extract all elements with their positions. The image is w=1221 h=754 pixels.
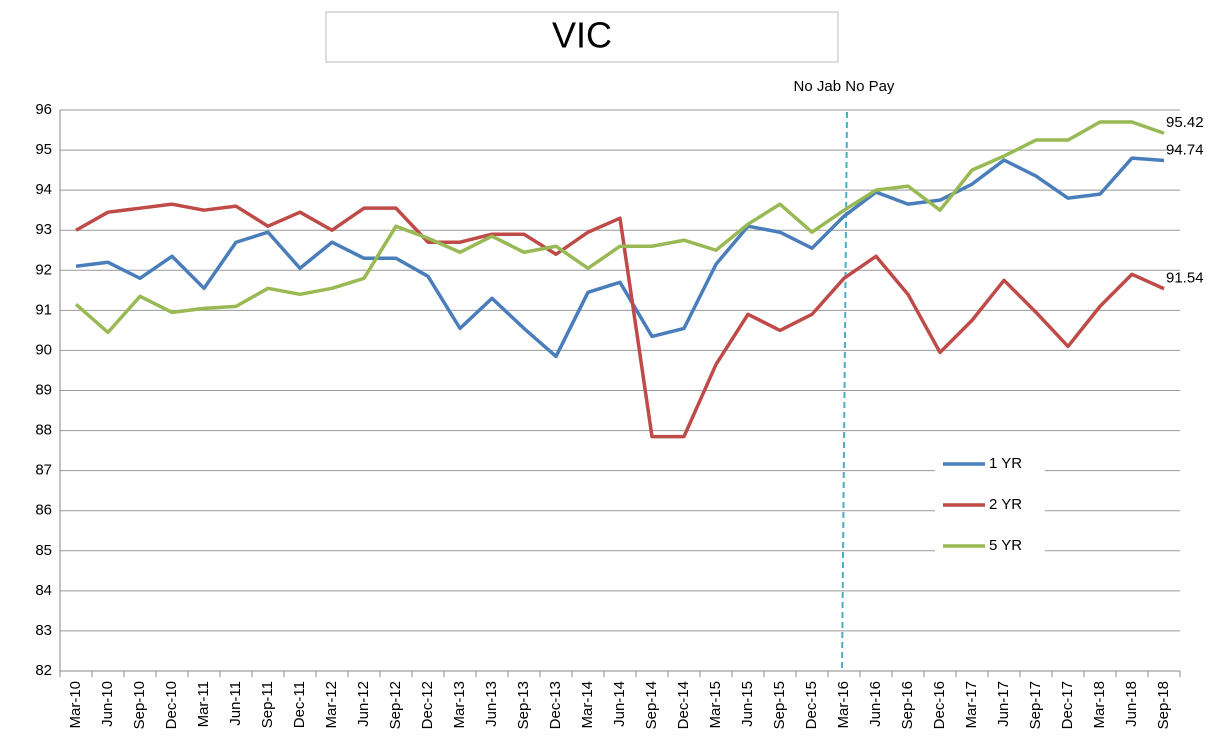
y-tick-label: 83 — [35, 622, 52, 639]
x-tick-label: Jun-13 — [483, 681, 500, 727]
y-tick-label: 90 — [35, 341, 52, 358]
x-tick-label: Sep-16 — [899, 681, 916, 729]
x-tick-label: Sep-11 — [259, 681, 276, 728]
x-tick-label: Dec-12 — [419, 681, 436, 729]
x-tick-label: Jun-11 — [227, 681, 244, 726]
series-line — [75, 202, 1165, 439]
y-tick-label: 95 — [35, 141, 52, 158]
series-line — [75, 156, 1165, 359]
x-tick-label: Mar-18 — [1091, 681, 1108, 729]
series-line — [74, 120, 1165, 335]
x-tick-label: Mar-11 — [195, 681, 212, 727]
end-label: 94.74 — [1166, 141, 1204, 158]
x-tick-label: Jun-12 — [355, 681, 372, 727]
annotation-text: No Jab No Pay — [794, 78, 895, 95]
y-tick-label: 84 — [35, 582, 52, 599]
y-tick-label: 96 — [35, 101, 52, 118]
x-tick-label: Mar-16 — [835, 681, 852, 729]
x-tick-label: Mar-10 — [67, 681, 84, 729]
title-box — [325, 11, 839, 63]
x-tick-label: Sep-12 — [387, 681, 404, 729]
end-label: 95.42 — [1166, 114, 1204, 131]
x-tick-label: Sep-15 — [771, 681, 788, 729]
x-tick-label: Sep-17 — [1027, 681, 1044, 729]
x-tick-label: Dec-14 — [675, 681, 692, 729]
x-tick-label: Sep-10 — [131, 681, 148, 729]
x-tick-label: Sep-14 — [643, 681, 660, 729]
y-tick-label: 89 — [35, 381, 52, 398]
x-tick-label: Jun-17 — [995, 681, 1012, 727]
y-tick-label: 91 — [35, 301, 52, 318]
chart-title: VIC — [552, 15, 612, 56]
y-tick-label: 88 — [35, 422, 52, 439]
end-label: 91.54 — [1166, 270, 1204, 287]
x-tick-label: Dec-11 — [291, 681, 308, 728]
x-tick-label: Jun-14 — [611, 681, 628, 727]
x-tick-label: Mar-14 — [579, 681, 596, 729]
y-tick-label: 93 — [35, 221, 52, 238]
x-tick-label: Sep-13 — [515, 681, 532, 729]
y-tick-label: 82 — [35, 662, 52, 679]
legend-label: 2 YR — [989, 496, 1022, 513]
x-tick-label: Dec-15 — [803, 681, 820, 729]
x-tick-label: Dec-10 — [163, 681, 180, 729]
x-tick-label: Jun-15 — [739, 681, 756, 727]
legend-label: 1 YR — [989, 455, 1022, 472]
x-tick-label: Sep-18 — [1155, 681, 1172, 729]
x-tick-label: Mar-12 — [323, 681, 340, 729]
legend-label: 5 YR — [989, 537, 1022, 554]
annotation-line — [841, 111, 848, 672]
x-tick-label: Mar-15 — [707, 681, 724, 729]
y-tick-label: 86 — [35, 502, 52, 519]
y-tick-label: 85 — [35, 542, 52, 559]
x-tick-label: Dec-13 — [547, 681, 564, 729]
x-tick-label: Dec-17 — [1059, 681, 1076, 729]
x-tick-label: Mar-13 — [451, 681, 468, 729]
x-tick-label: Jun-16 — [867, 681, 884, 727]
x-tick-label: Dec-16 — [931, 681, 948, 729]
x-tick-label: Mar-17 — [963, 681, 980, 729]
y-tick-label: 92 — [35, 261, 52, 278]
x-tick-label: Jun-10 — [99, 681, 116, 727]
x-tick-label: Jun-18 — [1123, 681, 1140, 727]
y-tick-label: 87 — [35, 462, 52, 479]
y-tick-label: 94 — [35, 181, 52, 198]
